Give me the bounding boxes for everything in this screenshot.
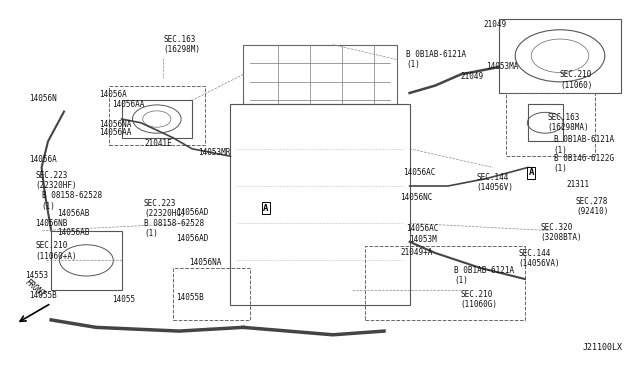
Text: 14056NC: 14056NC xyxy=(400,193,433,202)
Text: 14056A: 14056A xyxy=(29,155,56,164)
Text: SEC.163
(16298MA): SEC.163 (16298MA) xyxy=(547,113,589,132)
Text: 14055: 14055 xyxy=(112,295,135,304)
Text: B 0B1AB-6121A
(1): B 0B1AB-6121A (1) xyxy=(406,50,467,69)
Text: 21049: 21049 xyxy=(461,72,484,81)
Text: SEC.210
(11060): SEC.210 (11060) xyxy=(560,70,593,90)
Text: SEC.163
(16298M): SEC.163 (16298M) xyxy=(163,35,200,54)
Text: SEC.210
(11060G): SEC.210 (11060G) xyxy=(461,290,498,309)
Text: 14056AC: 14056AC xyxy=(403,169,436,177)
Text: 14056NB: 14056NB xyxy=(35,219,68,228)
Text: SEC.320
(3208BTA): SEC.320 (3208BTA) xyxy=(541,223,582,242)
Text: 14055B: 14055B xyxy=(176,293,204,302)
Text: A: A xyxy=(263,204,268,213)
Text: A: A xyxy=(529,169,534,177)
Text: SEC.144
(14056VA): SEC.144 (14056VA) xyxy=(518,249,560,268)
Text: 14056AA: 14056AA xyxy=(112,100,145,109)
Text: 21049+A: 21049+A xyxy=(400,248,433,257)
Text: B 08158-62528
(1): B 08158-62528 (1) xyxy=(42,191,102,211)
Text: 14053M: 14053M xyxy=(410,235,437,244)
Text: 14056N: 14056N xyxy=(29,94,56,103)
Text: B 08158-62528
(1): B 08158-62528 (1) xyxy=(144,219,204,238)
Text: 21049: 21049 xyxy=(483,20,506,29)
Text: 14056AD: 14056AD xyxy=(176,234,209,243)
Text: B 0B1AB-6121A
(1): B 0B1AB-6121A (1) xyxy=(454,266,515,285)
Text: 21311: 21311 xyxy=(566,180,589,189)
Text: 14055B: 14055B xyxy=(29,291,56,300)
Text: SEC.144
(14056V): SEC.144 (14056V) xyxy=(477,173,514,192)
Text: SEC.223
(22320HC): SEC.223 (22320HC) xyxy=(144,199,186,218)
Text: 14056NA: 14056NA xyxy=(99,120,132,129)
Text: 14056AB: 14056AB xyxy=(58,209,90,218)
Text: 21041E: 21041E xyxy=(144,139,172,148)
Text: 14056AB: 14056AB xyxy=(58,228,90,237)
Text: 14053MR: 14053MR xyxy=(198,148,231,157)
Text: 14056AD: 14056AD xyxy=(176,208,209,217)
Text: 14056AA: 14056AA xyxy=(99,128,132,137)
Text: B 0B1AB-6121A
(1): B 0B1AB-6121A (1) xyxy=(554,135,614,155)
Text: B 0B146-6122G
(1): B 0B146-6122G (1) xyxy=(554,154,614,173)
Text: J21100LX: J21100LX xyxy=(582,343,622,352)
Text: 14056NA: 14056NA xyxy=(189,258,221,267)
Text: SEC.210
(11060+A): SEC.210 (11060+A) xyxy=(35,241,77,261)
Text: 14056AC: 14056AC xyxy=(406,224,439,233)
Text: SEC.223
(22320HF): SEC.223 (22320HF) xyxy=(35,171,77,190)
Text: 14053MA: 14053MA xyxy=(486,62,519,71)
Text: SEC.278
(92410): SEC.278 (92410) xyxy=(576,197,609,216)
Text: 14056A: 14056A xyxy=(99,90,127,99)
Text: 14553: 14553 xyxy=(26,271,49,280)
Text: FRONT: FRONT xyxy=(24,278,47,299)
